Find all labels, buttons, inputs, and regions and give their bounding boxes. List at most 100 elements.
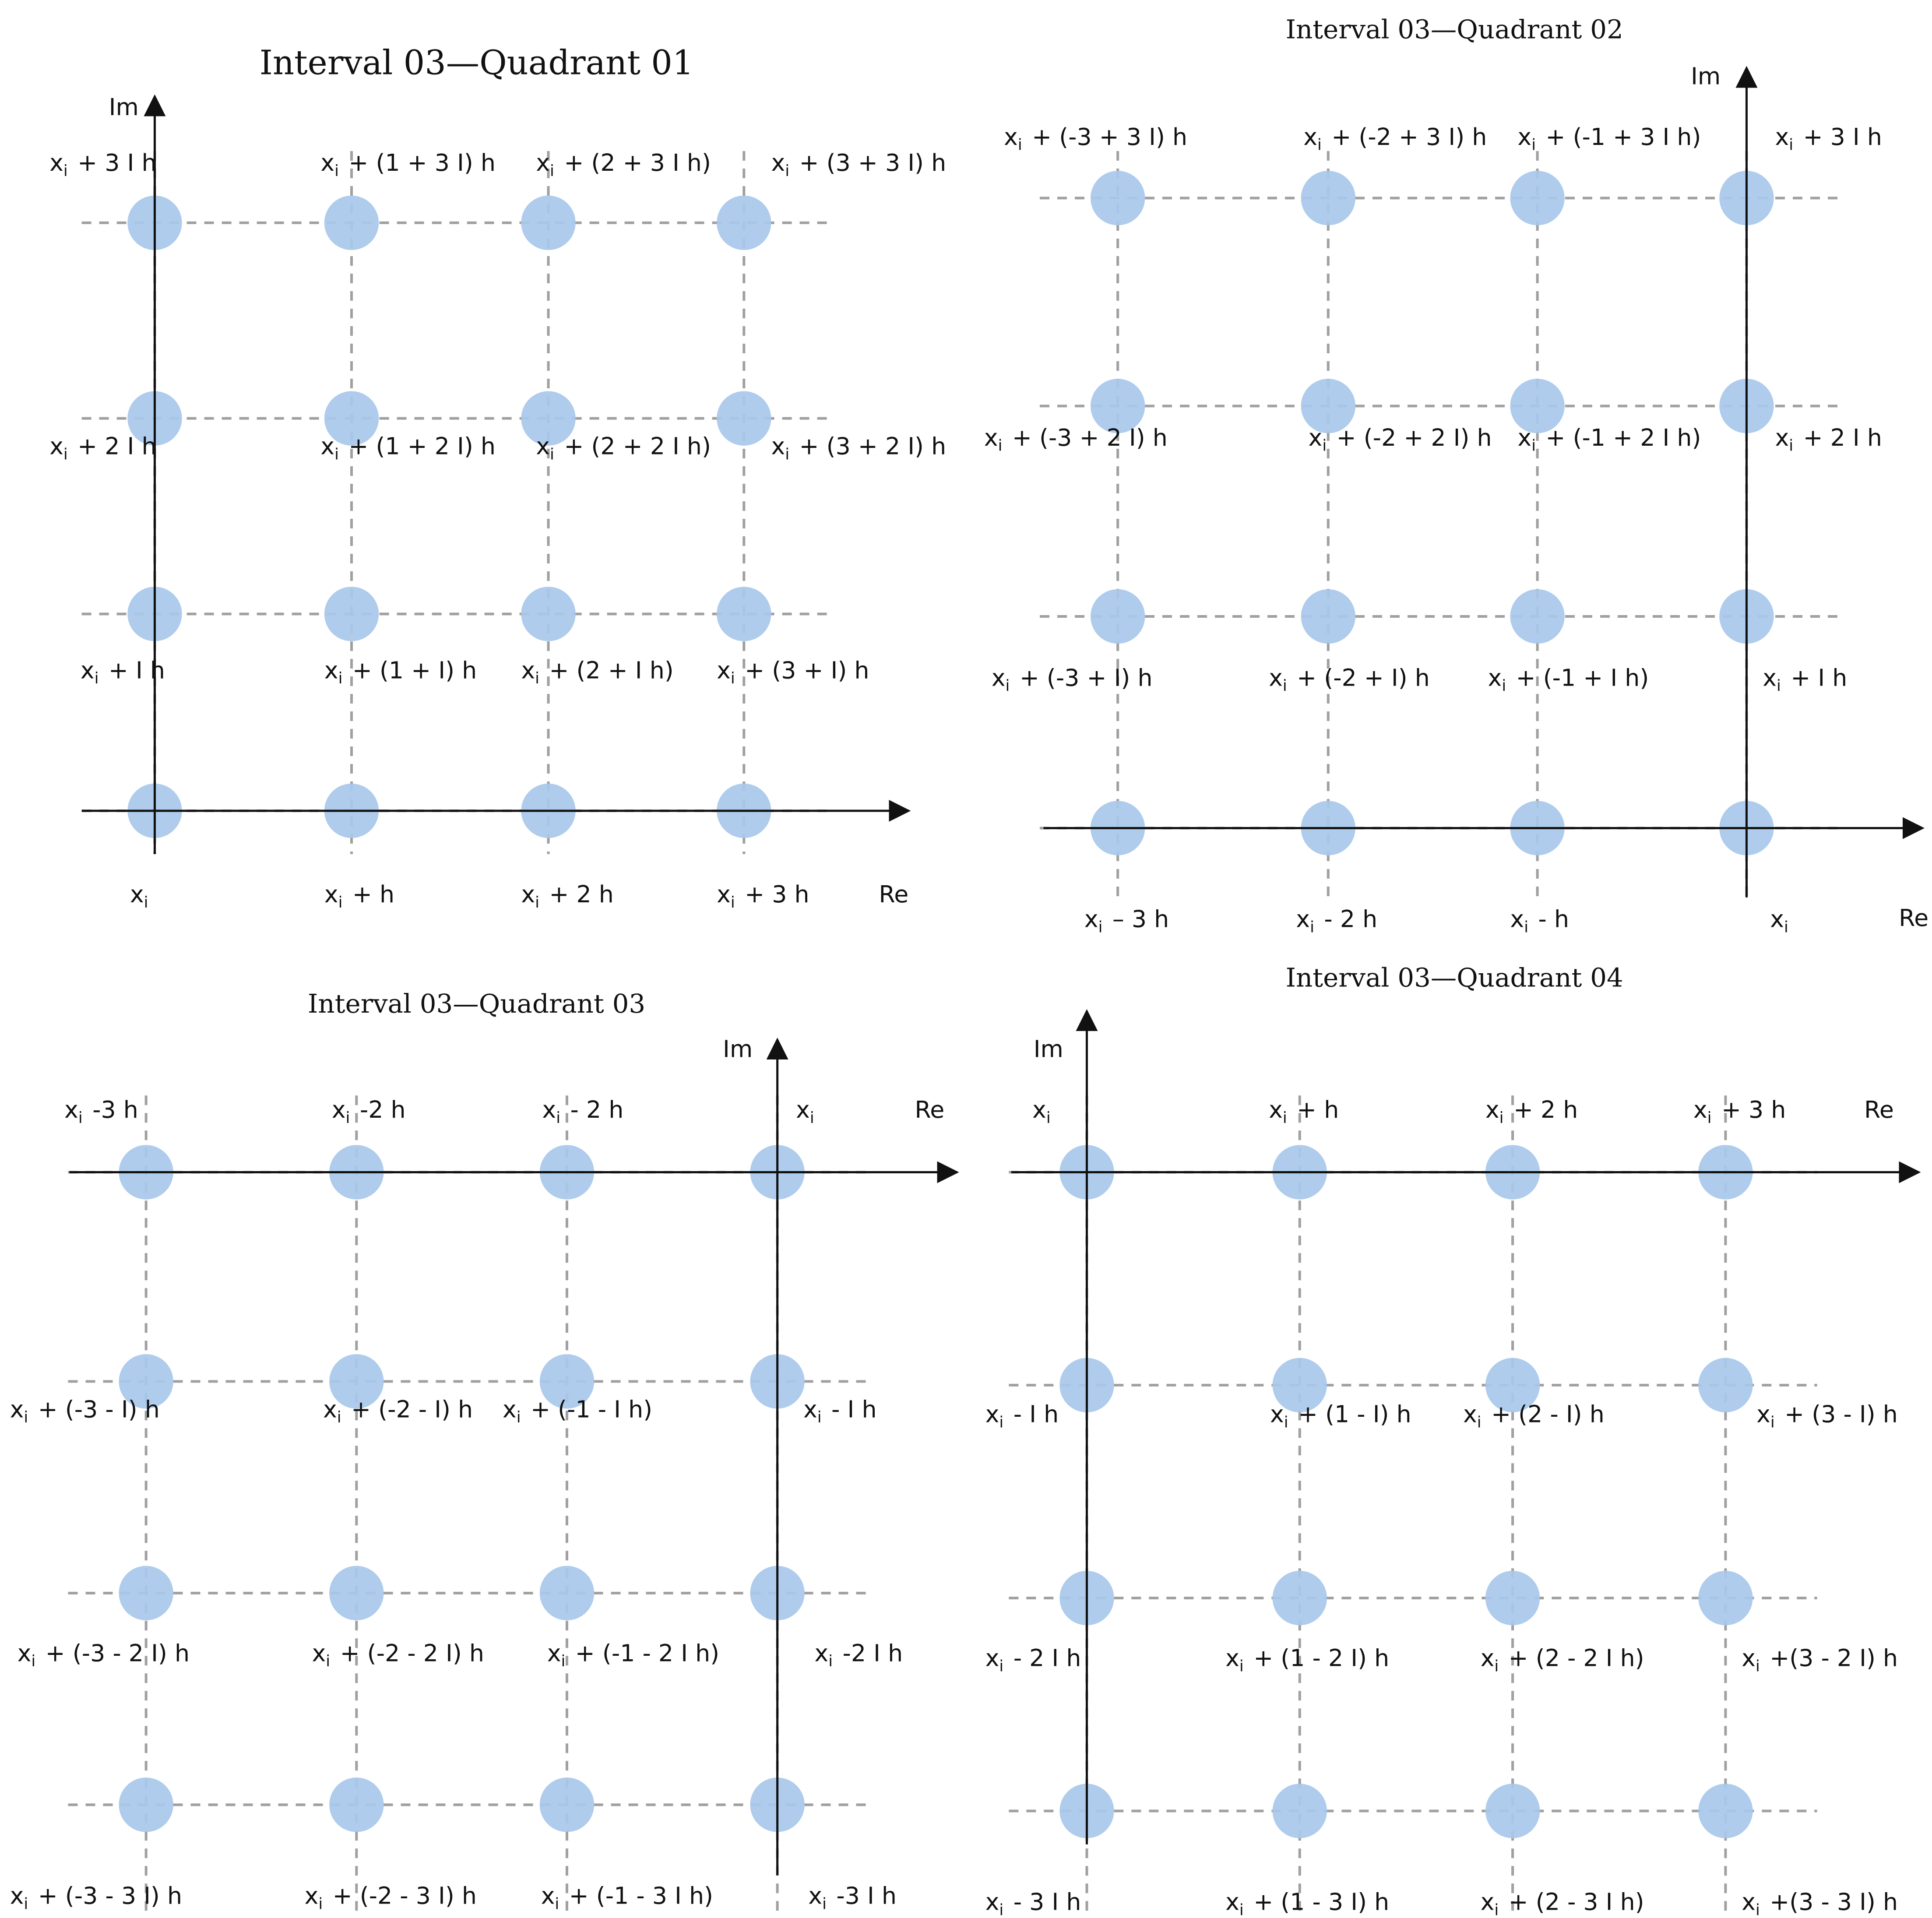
grid-point bbox=[521, 195, 576, 250]
point-label: xi + (1 + 3 I) h bbox=[320, 149, 496, 180]
imaginary-axis-label: Im bbox=[1034, 1035, 1063, 1063]
point-label: xi + (1 + I) h bbox=[324, 656, 477, 687]
real-axis-label: Re bbox=[1864, 1096, 1894, 1123]
grid-point bbox=[1698, 1784, 1753, 1838]
grid-point bbox=[1090, 171, 1145, 225]
grid-point bbox=[1485, 1358, 1540, 1413]
grid-point bbox=[1510, 379, 1565, 433]
imaginary-axis-label: Im bbox=[109, 93, 139, 121]
real-axis-label: Re bbox=[879, 880, 908, 908]
point-label: xi + (2 - I) h bbox=[1463, 1401, 1605, 1432]
point-label: xi + (-3 + 3 I) h bbox=[1004, 123, 1187, 154]
grid-point bbox=[324, 587, 379, 641]
imaginary-axis-label: Im bbox=[723, 1035, 753, 1063]
point-label: xi + (-1 - 2 I h) bbox=[547, 1639, 719, 1670]
grid-point bbox=[329, 1566, 384, 1621]
panel-title: Interval 03—Quadrant 03 bbox=[308, 989, 645, 1019]
point-label: xi + 3 I h bbox=[49, 149, 156, 180]
point-label: xi + (-3 - 2 I) h bbox=[18, 1639, 190, 1670]
grid-point bbox=[1698, 1358, 1753, 1413]
point-label: xi + 2 I h bbox=[1775, 424, 1882, 455]
grid-point bbox=[1272, 1358, 1327, 1413]
point-label: xi + (1 - 3 I) h bbox=[1225, 1888, 1389, 1918]
point-label: xi + (3 + I) h bbox=[717, 656, 869, 687]
grid-point bbox=[539, 1354, 595, 1409]
grid-point bbox=[119, 1777, 173, 1832]
point-label: xi bbox=[796, 1096, 816, 1127]
real-axis-label: Re bbox=[915, 1096, 944, 1123]
grid-point bbox=[1272, 1570, 1327, 1626]
point-label: xi + (3 - I) h bbox=[1756, 1401, 1898, 1432]
point-label: xi - 2 I h bbox=[985, 1644, 1081, 1675]
point-label: xi +(3 - 2 I) h bbox=[1742, 1644, 1898, 1675]
imaginary-axis-label: Im bbox=[1691, 62, 1721, 90]
point-label: xi + (1 - 2 I) h bbox=[1225, 1644, 1389, 1675]
point-label: xi + (-1 - 3 I h) bbox=[541, 1882, 713, 1913]
grid-point bbox=[1485, 1570, 1540, 1626]
grid-point bbox=[324, 195, 379, 250]
point-label: xi -2 I h bbox=[814, 1639, 903, 1670]
point-label: xi - I h bbox=[803, 1395, 877, 1426]
grid-point bbox=[539, 1777, 595, 1832]
point-label: xi + (2 + 3 I h) bbox=[536, 149, 711, 180]
grid-point bbox=[1510, 171, 1565, 225]
real-axis-label: Re bbox=[1899, 904, 1928, 932]
point-label: xi + (2 + 2 I h) bbox=[536, 433, 711, 464]
grid-point bbox=[521, 391, 576, 446]
grid-point bbox=[539, 1566, 595, 1621]
grid-point bbox=[329, 1354, 384, 1409]
point-label: xi + (-2 - 2 I) h bbox=[312, 1639, 484, 1670]
grid-point bbox=[329, 1777, 384, 1832]
point-label: xi + (3 + 3 I) h bbox=[771, 149, 946, 180]
grid-point bbox=[1090, 589, 1145, 644]
point-label: xi + (2 + I h) bbox=[521, 656, 673, 687]
panel-title: Interval 03—Quadrant 04 bbox=[1286, 963, 1623, 993]
panel-q2: Interval 03—Quadrant 02 Im Re xi + (-3 + 3 … bbox=[984, 15, 1928, 936]
point-label: xi -2 h bbox=[332, 1096, 406, 1127]
grid-point bbox=[1485, 1784, 1540, 1838]
point-label: xi + h bbox=[324, 880, 394, 911]
point-label: xi + (2 - 3 I h) bbox=[1481, 1888, 1644, 1918]
point-label: xi -3 I h bbox=[808, 1882, 897, 1913]
grid-point bbox=[1698, 1570, 1753, 1626]
grid-point bbox=[717, 587, 771, 641]
point-label: xi + h bbox=[1269, 1096, 1339, 1127]
point-label: xi + (-1 - I h) bbox=[503, 1395, 652, 1426]
panel-q4: Interval 03—Quadrant 04 Im Re xi xi + h xi +… bbox=[985, 963, 1921, 1918]
point-label: xi bbox=[130, 880, 151, 911]
panel-title: Interval 03—Quadrant 01 bbox=[260, 44, 694, 83]
point-label: xi + (1 + 2 I) h bbox=[320, 433, 496, 464]
point-label: xi + (-2 - 3 I) h bbox=[305, 1882, 477, 1913]
point-label: xi + (1 - I) h bbox=[1270, 1401, 1411, 1432]
grid-point bbox=[1301, 379, 1356, 433]
point-label: xi + 2 h bbox=[1485, 1096, 1578, 1127]
grid-point bbox=[717, 195, 771, 250]
grid-point bbox=[717, 391, 771, 446]
point-label: xi + (-2 - I) h bbox=[323, 1395, 473, 1426]
grid-point bbox=[521, 587, 576, 641]
point-label: xi + 2 h bbox=[521, 880, 613, 911]
point-label: xi + 3 I h bbox=[1775, 123, 1882, 154]
panel-q3: Interval 03—Quadrant 03 Im Re xi -3 h xi -2 … bbox=[10, 989, 959, 1913]
point-label: xi – 3 h bbox=[1084, 905, 1169, 936]
panel-title: Interval 03—Quadrant 02 bbox=[1286, 15, 1623, 45]
point-label: xi -3 h bbox=[64, 1096, 138, 1127]
point-label: xi + (-2 + 2 I) h bbox=[1309, 424, 1492, 455]
point-label: xi - 3 I h bbox=[985, 1888, 1081, 1918]
point-label: xi - h bbox=[1510, 905, 1569, 936]
point-label: xi + (-2 + I) h bbox=[1269, 664, 1430, 695]
point-label: xi +(3 - 3 I) h bbox=[1742, 1888, 1898, 1918]
point-label: xi + (2 - 2 I h) bbox=[1481, 1644, 1644, 1675]
point-label: xi + I h bbox=[81, 656, 165, 687]
point-label: xi + (-1 + I h) bbox=[1488, 664, 1649, 695]
grid-point bbox=[119, 1354, 173, 1409]
grid-point bbox=[1301, 171, 1356, 225]
point-label: xi + (-3 - 3 I) h bbox=[10, 1882, 182, 1913]
point-label: xi + (-2 + 3 I) h bbox=[1303, 123, 1487, 154]
grid-point bbox=[1510, 589, 1565, 644]
point-label: xi + (-3 + I) h bbox=[992, 664, 1153, 695]
grid-point bbox=[1272, 1784, 1327, 1838]
point-label: xi + (3 + 2 I) h bbox=[771, 433, 946, 464]
point-label: xi - I h bbox=[985, 1401, 1059, 1432]
